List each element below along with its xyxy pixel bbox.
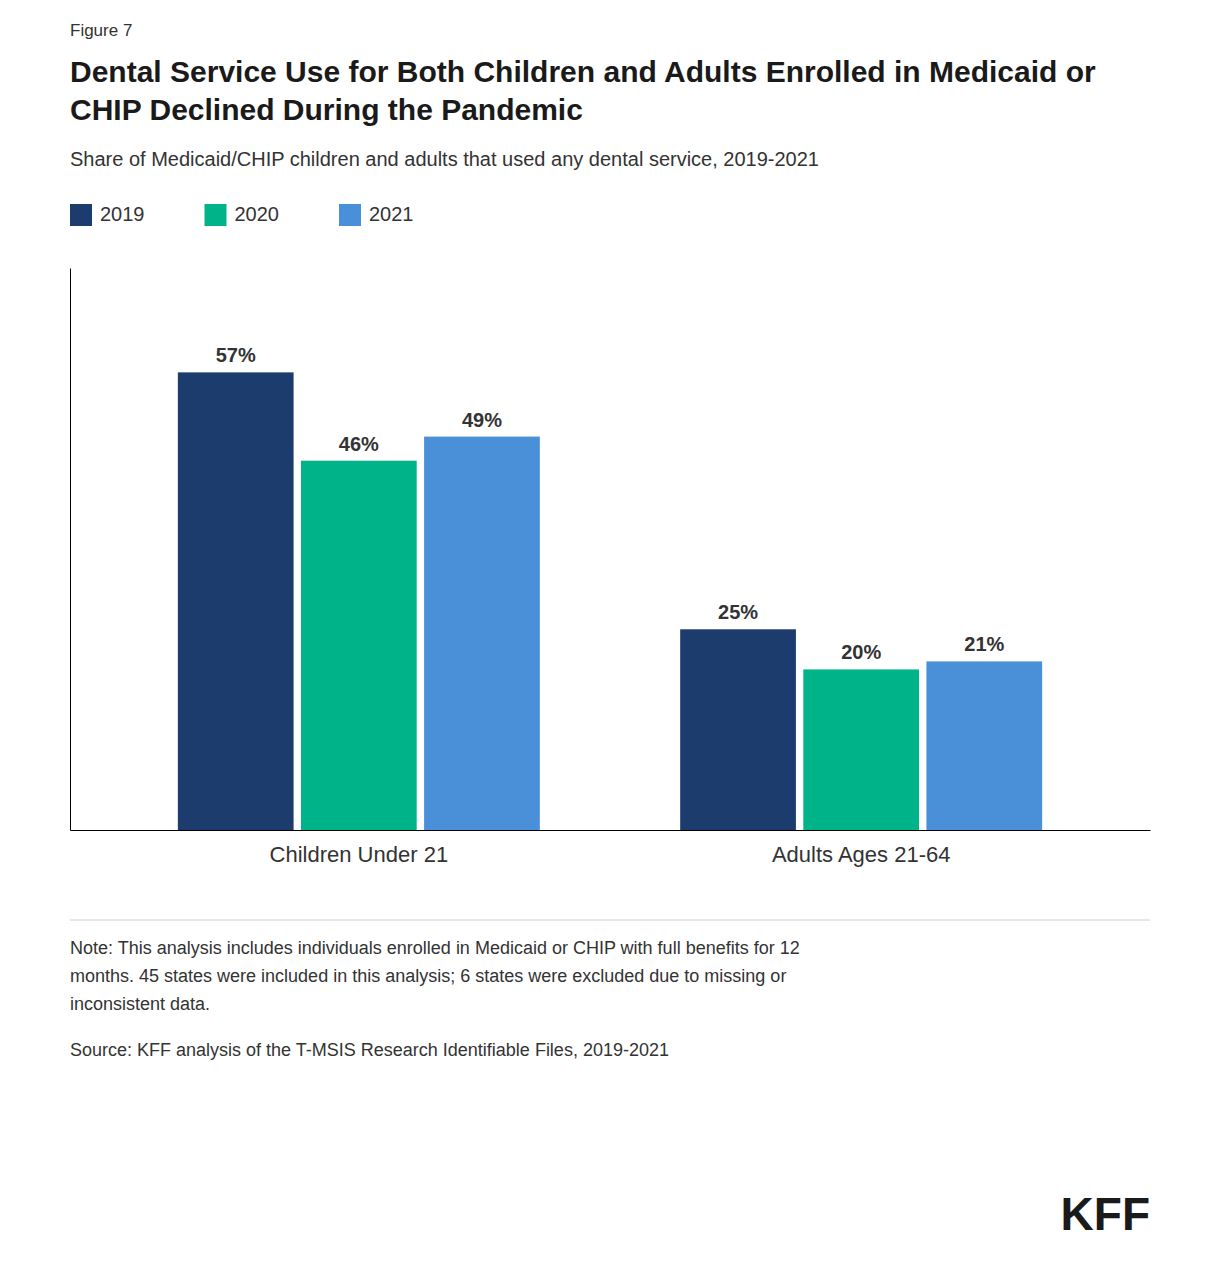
annotation-line: Source: KFF analysis of the T-MSIS Resea… bbox=[70, 1040, 669, 1060]
x-tick: Adults Ages 21-64 bbox=[772, 842, 951, 867]
logo: KFF bbox=[1061, 1188, 1150, 1240]
bar bbox=[926, 661, 1042, 830]
legend-item: 2020 bbox=[205, 203, 280, 226]
figure-label: Figure 7 bbox=[70, 21, 132, 40]
legend: 2019 2020 2021 bbox=[70, 203, 414, 226]
bars bbox=[178, 372, 1042, 830]
data-labels: 57% 25% 46% 20% 49% 21% bbox=[216, 344, 1005, 663]
legend-item: 2019 bbox=[70, 203, 145, 226]
title-line: Dental Service Use for Both Children and… bbox=[70, 55, 1096, 88]
annotation-line: Note: This analysis includes individuals… bbox=[70, 938, 800, 958]
data-label: 49% bbox=[462, 409, 502, 431]
data-label: 20% bbox=[841, 641, 881, 663]
title-line: CHIP Declined During the Pandemic bbox=[70, 93, 583, 126]
legend-swatch bbox=[339, 204, 361, 226]
legend-label: 2020 bbox=[235, 203, 280, 225]
x-tick-label: Children Under 21 bbox=[270, 842, 449, 867]
source: Source: KFF analysis of the T-MSIS Resea… bbox=[70, 1040, 669, 1060]
bar bbox=[803, 669, 919, 830]
plot-area: 57% 25% 46% 20% 49% 21% Children Under 21 Adult… bbox=[71, 269, 1151, 867]
data-label: 57% bbox=[216, 344, 256, 366]
bar bbox=[178, 372, 294, 830]
legend-swatch bbox=[70, 204, 92, 226]
chart-svg: Figure 7 Dental Service Use for Both Chil… bbox=[0, 0, 1220, 1280]
bar bbox=[424, 437, 540, 830]
data-label: 21% bbox=[964, 633, 1004, 655]
bar bbox=[301, 461, 417, 830]
legend-label: 2021 bbox=[369, 203, 414, 225]
note: Note: This analysis includes individuals… bbox=[70, 938, 800, 1014]
title: Dental Service Use for Both Children and… bbox=[70, 55, 1096, 126]
legend-swatch bbox=[205, 204, 227, 226]
subtitle: Share of Medicaid/CHIP children and adul… bbox=[70, 148, 819, 170]
annotation-line: inconsistent data. bbox=[70, 994, 210, 1014]
bar bbox=[680, 629, 796, 830]
y-axis bbox=[70, 269, 71, 831]
y-axis-line bbox=[70, 269, 71, 831]
x-axis-line bbox=[71, 830, 1151, 831]
data-label: 25% bbox=[718, 601, 758, 623]
data-label: 46% bbox=[339, 433, 379, 455]
separator bbox=[70, 920, 1150, 921]
x-tick-label: Adults Ages 21-64 bbox=[772, 842, 951, 867]
x-tick: Children Under 21 bbox=[270, 842, 449, 867]
annotation-line: months. 45 states were included in this … bbox=[70, 966, 786, 986]
subtitle-line: Share of Medicaid/CHIP children and adul… bbox=[70, 148, 819, 170]
x-axis: Children Under 21 Adults Ages 21-64 bbox=[71, 831, 1151, 867]
legend-label: 2019 bbox=[100, 203, 145, 225]
legend-item: 2021 bbox=[339, 203, 414, 226]
